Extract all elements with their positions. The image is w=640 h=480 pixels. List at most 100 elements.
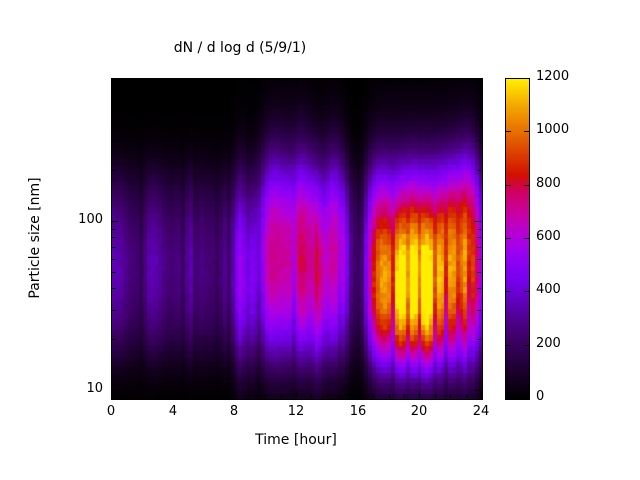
x-ticklabel: 0 xyxy=(106,404,116,419)
colorbar-tick xyxy=(524,291,529,292)
x-minor-tick xyxy=(142,394,143,398)
x-minor-tick xyxy=(311,394,312,398)
x-major-tick xyxy=(111,391,112,398)
colorbar-tick xyxy=(506,185,511,186)
y-minor-tick xyxy=(112,229,116,230)
y-minor-tick xyxy=(477,229,481,230)
y-minor-tick xyxy=(477,259,481,260)
colorbar-tick xyxy=(506,291,511,292)
colorbar-ticklabel: 0 xyxy=(536,389,545,404)
y-minor-tick xyxy=(112,89,116,90)
y-minor-tick xyxy=(477,140,481,141)
x-major-tick xyxy=(419,79,420,86)
x-major-tick xyxy=(358,391,359,398)
x-major-tick xyxy=(173,391,174,398)
x-minor-tick xyxy=(157,394,158,398)
x-minor-tick xyxy=(450,79,451,83)
y-axis-title: Particle size [nm] xyxy=(27,177,43,299)
y-minor-tick xyxy=(112,140,116,141)
x-minor-tick xyxy=(265,394,266,398)
x-minor-tick xyxy=(466,394,467,398)
x-minor-tick xyxy=(342,394,343,398)
y-major-tick xyxy=(112,221,119,222)
y-major-tick xyxy=(112,390,119,391)
y-minor-tick xyxy=(112,339,116,340)
y-minor-tick xyxy=(477,310,481,311)
colorbar-ticklabel: 1200 xyxy=(536,69,570,84)
y-minor-tick xyxy=(112,272,116,273)
x-minor-tick xyxy=(435,394,436,398)
x-minor-tick xyxy=(327,394,328,398)
y-minor-tick xyxy=(477,103,481,104)
y-ticklabel: 100 xyxy=(78,212,103,227)
x-minor-tick xyxy=(281,79,282,83)
x-minor-tick xyxy=(265,79,266,83)
colorbar-tick xyxy=(506,345,511,346)
x-minor-tick xyxy=(450,394,451,398)
x-minor-tick xyxy=(219,394,220,398)
x-major-tick xyxy=(234,79,235,86)
x-minor-tick xyxy=(373,79,374,83)
y-minor-tick xyxy=(112,119,116,120)
y-minor-tick xyxy=(477,339,481,340)
colorbar-ticklabel: 200 xyxy=(536,336,561,351)
y-minor-tick xyxy=(477,170,481,171)
heatmap-canvas xyxy=(112,79,482,399)
y-ticklabel: 10 xyxy=(86,381,103,396)
colorbar-tick xyxy=(524,185,529,186)
x-minor-tick xyxy=(219,79,220,83)
x-major-tick xyxy=(481,79,482,86)
y-minor-tick xyxy=(112,237,116,238)
colorbar-tick xyxy=(506,238,511,239)
colorbar-tick xyxy=(524,131,529,132)
colorbar-gradient xyxy=(506,79,529,399)
x-minor-tick xyxy=(404,394,405,398)
y-minor-tick xyxy=(112,288,116,289)
x-major-tick xyxy=(173,79,174,86)
plot-title: dN / d log d (5/9/1) xyxy=(173,40,307,56)
x-minor-tick xyxy=(311,79,312,83)
x-minor-tick xyxy=(188,79,189,83)
x-ticklabel: 24 xyxy=(472,404,490,419)
y-major-tick xyxy=(474,390,481,391)
y-minor-tick xyxy=(112,310,116,311)
x-minor-tick xyxy=(327,79,328,83)
x-minor-tick xyxy=(250,394,251,398)
x-major-tick xyxy=(481,391,482,398)
x-minor-tick xyxy=(126,79,127,83)
x-minor-tick xyxy=(250,79,251,83)
x-major-tick xyxy=(234,391,235,398)
x-minor-tick xyxy=(389,394,390,398)
x-ticklabel: 8 xyxy=(229,404,239,419)
y-minor-tick xyxy=(477,237,481,238)
y-minor-tick xyxy=(477,247,481,248)
colorbar-tick xyxy=(506,131,511,132)
y-minor-tick xyxy=(112,247,116,248)
x-minor-tick xyxy=(404,79,405,83)
x-major-tick xyxy=(296,391,297,398)
colorbar-ticklabel: 400 xyxy=(536,282,561,297)
x-minor-tick xyxy=(466,79,467,83)
x-minor-tick xyxy=(126,394,127,398)
colorbar xyxy=(505,78,530,400)
y-minor-tick xyxy=(112,170,116,171)
heatmap-plot-area xyxy=(111,78,483,400)
colorbar-tick xyxy=(524,238,529,239)
x-major-tick xyxy=(111,79,112,86)
colorbar-ticklabel: 1000 xyxy=(536,122,570,137)
x-minor-tick xyxy=(389,79,390,83)
x-minor-tick xyxy=(281,394,282,398)
x-minor-tick xyxy=(204,79,205,83)
y-minor-tick xyxy=(477,288,481,289)
x-ticklabel: 16 xyxy=(349,404,367,419)
x-minor-tick xyxy=(435,79,436,83)
y-minor-tick xyxy=(477,89,481,90)
x-ticklabel: 4 xyxy=(168,404,178,419)
x-minor-tick xyxy=(188,394,189,398)
y-major-tick xyxy=(474,221,481,222)
x-ticklabel: 20 xyxy=(410,404,428,419)
x-axis-title: Time [hour] xyxy=(255,432,337,448)
x-minor-tick xyxy=(204,394,205,398)
y-minor-tick xyxy=(112,103,116,104)
